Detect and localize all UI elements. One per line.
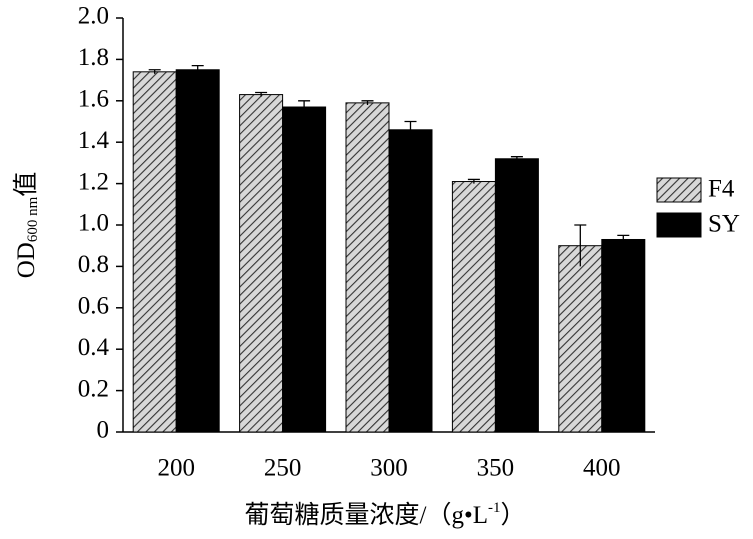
error-bar [191, 64, 204, 74]
bar [601, 238, 646, 433]
x-tick-label: 200 [157, 455, 195, 482]
error-bar [467, 178, 480, 184]
legend-label: SY [708, 211, 740, 238]
x-label-end: ） [500, 501, 525, 529]
x-axis-label: 葡萄糖质量浓度/（g•L-1） [245, 500, 526, 528]
x-tick-label: 350 [477, 455, 515, 482]
y-tick-label: 1.0 [78, 210, 109, 237]
y-label-sub: 600 nm [25, 196, 41, 242]
y-label-suffix: 值 [12, 172, 40, 197]
x-tick-label: 300 [370, 455, 408, 482]
error-bar [255, 91, 268, 97]
bar [132, 71, 177, 433]
bar [175, 69, 220, 433]
x-tick-label: 250 [264, 455, 302, 482]
x-label-sup: -1 [488, 500, 501, 516]
y-tick-label: 0.8 [78, 251, 109, 278]
error-bar [617, 234, 630, 244]
error-bar [510, 156, 523, 161]
bar [388, 129, 433, 433]
y-tick-label: 0.6 [78, 293, 109, 320]
error-bar [404, 120, 417, 139]
y-tick-label: 1.2 [78, 168, 109, 195]
error-bar [574, 224, 587, 267]
y-tick-label: 1.8 [78, 44, 109, 71]
legend-swatch [656, 177, 702, 203]
x-tick-label: 400 [583, 455, 621, 482]
y-tick-label: 0.4 [78, 334, 110, 361]
bar [494, 158, 539, 433]
bar [282, 106, 327, 433]
error-bar [298, 100, 311, 114]
error-bar [361, 100, 374, 105]
y-tick-label: 1.4 [78, 127, 110, 154]
y-tick-label: 2.0 [78, 3, 109, 30]
y-tick-label: 0 [97, 417, 110, 444]
y-label-main: OD [13, 242, 40, 278]
y-tick-label: 1.6 [78, 86, 109, 113]
bar [345, 102, 390, 433]
legend-swatch [656, 212, 702, 238]
legend-label: F4 [708, 176, 735, 203]
bar [451, 181, 496, 433]
y-tick-label: 0.2 [78, 375, 109, 402]
error-bar [148, 69, 161, 74]
bar [239, 94, 284, 433]
x-label-main: 葡萄糖质量浓度/（g•L [245, 501, 488, 529]
y-axis-label: OD600 nm值 [12, 172, 42, 279]
bar [558, 245, 603, 433]
